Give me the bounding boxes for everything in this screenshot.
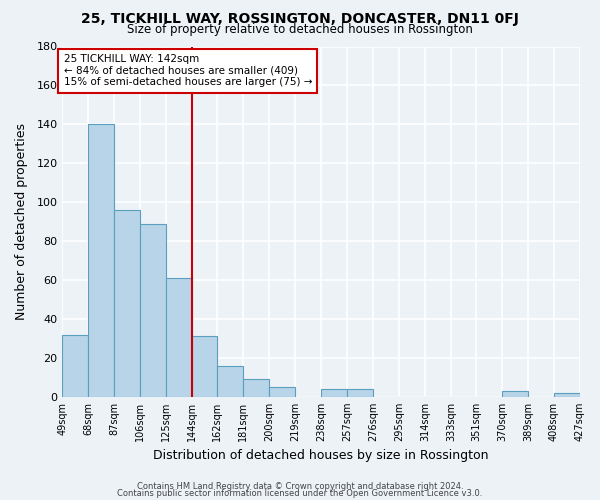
Bar [347,389,373,397]
Bar [321,389,347,397]
Bar [115,210,140,397]
Bar [217,366,243,397]
Bar [269,387,295,397]
Text: Size of property relative to detached houses in Rossington: Size of property relative to detached ho… [127,22,473,36]
Bar [554,393,580,397]
Text: 25, TICKHILL WAY, ROSSINGTON, DONCASTER, DN11 0FJ: 25, TICKHILL WAY, ROSSINGTON, DONCASTER,… [81,12,519,26]
Bar [243,380,269,397]
Bar [166,278,193,397]
Text: Contains HM Land Registry data © Crown copyright and database right 2024.: Contains HM Land Registry data © Crown c… [137,482,463,491]
Bar [88,124,115,397]
Text: Contains public sector information licensed under the Open Government Licence v3: Contains public sector information licen… [118,489,482,498]
Y-axis label: Number of detached properties: Number of detached properties [15,123,28,320]
Bar [193,336,217,397]
Bar [140,224,166,397]
Bar [502,391,528,397]
Text: 25 TICKHILL WAY: 142sqm
← 84% of detached houses are smaller (409)
15% of semi-d: 25 TICKHILL WAY: 142sqm ← 84% of detache… [64,54,312,88]
Bar [62,334,88,397]
X-axis label: Distribution of detached houses by size in Rossington: Distribution of detached houses by size … [154,450,489,462]
